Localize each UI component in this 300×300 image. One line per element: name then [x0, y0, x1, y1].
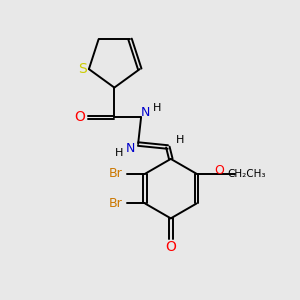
Text: O: O — [165, 240, 176, 254]
Text: O: O — [75, 110, 86, 124]
Text: H: H — [153, 103, 162, 113]
Text: O: O — [214, 164, 224, 177]
Text: H: H — [115, 148, 123, 158]
Text: CH₂CH₃: CH₂CH₃ — [228, 169, 266, 179]
Text: Br: Br — [109, 197, 122, 210]
Text: Br: Br — [109, 167, 122, 180]
Text: S: S — [78, 62, 87, 76]
Text: N: N — [141, 106, 150, 119]
Text: N: N — [126, 142, 135, 155]
Text: H: H — [176, 135, 184, 145]
